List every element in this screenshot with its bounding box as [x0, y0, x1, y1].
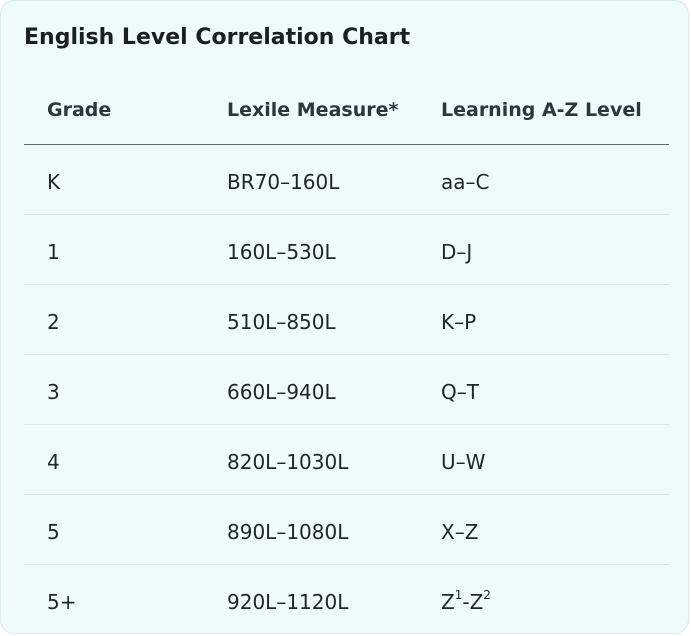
- table-row: 5 890L–1080L X–Z: [24, 495, 669, 565]
- lexile-cell: 820L–1030L: [227, 450, 349, 474]
- lexile-cell: 160L–530L: [227, 240, 336, 264]
- correlation-table: Grade Lexile Measure* Learning A-Z Level…: [24, 77, 669, 634]
- table-header-row: Grade Lexile Measure* Learning A-Z Level: [24, 77, 669, 145]
- level-cell: U–W: [441, 450, 486, 474]
- level-part-b: Z: [469, 590, 484, 614]
- level-cell: D–J: [441, 240, 473, 264]
- grade-cell: 3: [47, 380, 60, 404]
- level-cell: X–Z: [441, 520, 479, 544]
- level-cell: Z1-Z2: [441, 588, 491, 614]
- table-row: 1 160L–530L D–J: [24, 215, 669, 285]
- chart-title: English Level Correlation Chart: [24, 25, 411, 50]
- level-part-a: Z: [441, 590, 455, 614]
- table-row: 4 820L–1030L U–W: [24, 425, 669, 495]
- lexile-cell: 660L–940L: [227, 380, 336, 404]
- grade-cell: 1: [47, 240, 60, 264]
- level-part-b-superscript: 2: [483, 588, 491, 603]
- header-learning-az-level: Learning A-Z Level: [441, 99, 642, 121]
- grade-cell: K: [47, 170, 61, 194]
- lexile-cell: 510L–850L: [227, 310, 336, 334]
- level-cell: Q–T: [441, 380, 479, 404]
- level-cell: aa–C: [441, 170, 490, 194]
- table-row: 5+ 920L–1120L Z1-Z2: [24, 565, 669, 634]
- header-lexile-measure: Lexile Measure*: [227, 99, 399, 121]
- level-separator: -: [462, 590, 470, 614]
- table-row: K BR70–160L aa–C: [24, 145, 669, 215]
- table-row: 3 660L–940L Q–T: [24, 355, 669, 425]
- level-part-a-superscript: 1: [454, 588, 463, 603]
- lexile-cell: 920L–1120L: [227, 590, 349, 614]
- grade-cell: 4: [47, 450, 60, 474]
- lexile-cell: 890L–1080L: [227, 520, 349, 544]
- table-row: 2 510L–850L K–P: [24, 285, 669, 355]
- grade-cell: 2: [47, 310, 60, 334]
- grade-cell: 5: [47, 520, 60, 544]
- grade-cell: 5+: [47, 590, 77, 614]
- level-cell: K–P: [441, 310, 477, 334]
- lexile-cell: BR70–160L: [227, 170, 340, 194]
- header-grade: Grade: [47, 99, 112, 121]
